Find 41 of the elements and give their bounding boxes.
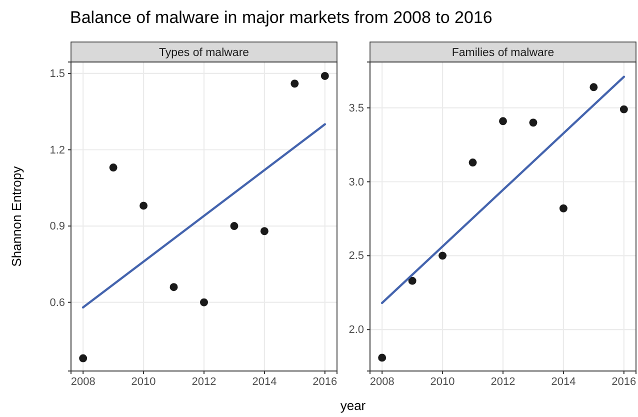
chart-title: Balance of malware in major markets from 2008 to 2016 <box>70 8 492 27</box>
x-tick-label: 2012 <box>490 376 516 388</box>
x-tick-label: 2008 <box>70 376 96 388</box>
point <box>468 158 477 167</box>
point <box>140 202 148 210</box>
point <box>408 276 416 285</box>
y-axis-title: Shannon Entropy <box>9 166 24 267</box>
point <box>499 117 507 126</box>
x-tick-label: 2016 <box>612 376 636 388</box>
point <box>230 222 238 230</box>
point <box>529 118 538 127</box>
y-tick-label: 3.5 <box>348 102 364 114</box>
x-tick-label: 2010 <box>430 376 455 388</box>
y-tick-label: 0.9 <box>50 220 65 233</box>
y-tick-label: 1.5 <box>50 68 65 80</box>
x-axis-title: year <box>340 398 366 413</box>
x-tick-label: 2014 <box>252 376 277 388</box>
point <box>260 227 268 236</box>
x-tick-label: 2010 <box>131 376 156 388</box>
point <box>438 252 447 260</box>
point <box>378 354 386 362</box>
point <box>290 80 299 88</box>
chart-subtitle: Types of malware <box>158 47 250 59</box>
y-tick-label: 2.5 <box>348 250 364 262</box>
point <box>200 298 208 306</box>
y-tick-label: 2.0 <box>348 324 364 336</box>
point <box>79 354 88 362</box>
x-tick-label: 2014 <box>551 376 576 388</box>
y-tick-label: 1.2 <box>50 144 65 156</box>
x-tick-label: 2008 <box>370 376 394 388</box>
x-tick-label: 2016 <box>312 376 338 388</box>
point <box>320 72 329 80</box>
point <box>590 83 598 92</box>
y-tick-label: 3.0 <box>348 176 364 188</box>
x-tick-label: 2012 <box>192 376 216 388</box>
chart-subtitle: Families of malware <box>452 47 554 59</box>
point <box>109 164 118 172</box>
point <box>559 204 568 212</box>
point <box>170 283 178 292</box>
y-tick-label: 0.6 <box>50 296 65 309</box>
point <box>620 105 628 114</box>
